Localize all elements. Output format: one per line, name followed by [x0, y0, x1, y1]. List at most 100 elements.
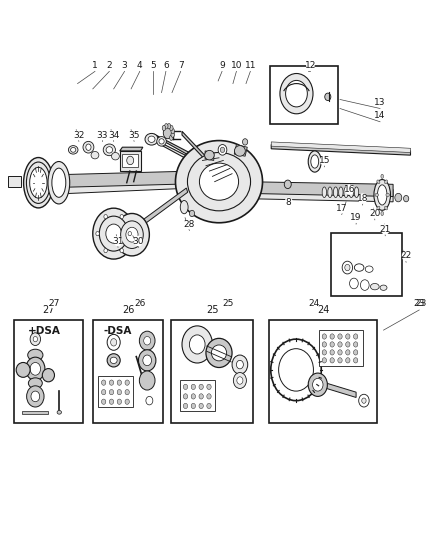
Ellipse shape — [386, 193, 389, 197]
Circle shape — [120, 248, 124, 253]
Circle shape — [402, 251, 410, 261]
Circle shape — [30, 333, 41, 345]
Ellipse shape — [71, 148, 76, 152]
Circle shape — [148, 60, 157, 70]
Text: 6: 6 — [163, 61, 169, 69]
Circle shape — [338, 334, 342, 339]
Ellipse shape — [378, 185, 387, 205]
Circle shape — [125, 380, 129, 385]
Circle shape — [139, 371, 155, 390]
Ellipse shape — [110, 357, 117, 364]
Polygon shape — [120, 147, 143, 151]
Ellipse shape — [187, 152, 251, 211]
Text: 35: 35 — [128, 131, 140, 140]
Ellipse shape — [16, 362, 30, 377]
Circle shape — [345, 264, 350, 271]
Circle shape — [127, 156, 134, 165]
Circle shape — [199, 384, 203, 390]
Circle shape — [189, 335, 205, 354]
Circle shape — [381, 224, 390, 235]
Text: 27: 27 — [49, 299, 60, 308]
Polygon shape — [132, 188, 187, 232]
Circle shape — [237, 377, 243, 384]
Text: 26: 26 — [134, 299, 145, 308]
Text: 22: 22 — [400, 252, 412, 261]
Circle shape — [284, 180, 291, 189]
Ellipse shape — [112, 152, 119, 160]
Ellipse shape — [385, 180, 388, 184]
Circle shape — [353, 350, 358, 355]
Ellipse shape — [339, 187, 343, 198]
Circle shape — [223, 298, 232, 309]
Text: 32: 32 — [73, 131, 85, 140]
Circle shape — [232, 60, 241, 70]
Bar — [1, 54, 437, 240]
Bar — [22, 411, 48, 415]
Circle shape — [220, 147, 225, 152]
Bar — [180, 381, 215, 411]
Circle shape — [111, 338, 117, 346]
Ellipse shape — [42, 368, 54, 382]
Circle shape — [330, 358, 334, 363]
Ellipse shape — [145, 133, 158, 145]
Circle shape — [353, 342, 358, 347]
Circle shape — [184, 394, 187, 399]
Circle shape — [117, 390, 121, 395]
Circle shape — [135, 298, 144, 309]
Circle shape — [120, 60, 129, 70]
Circle shape — [162, 60, 170, 70]
Circle shape — [330, 334, 334, 339]
Circle shape — [322, 342, 326, 347]
Circle shape — [110, 399, 114, 405]
Ellipse shape — [176, 141, 262, 223]
Circle shape — [125, 390, 129, 395]
Ellipse shape — [30, 167, 47, 198]
Ellipse shape — [205, 150, 214, 160]
Circle shape — [286, 80, 307, 107]
Text: 9: 9 — [219, 61, 225, 69]
Text: 31: 31 — [112, 237, 124, 246]
Circle shape — [346, 342, 350, 347]
Circle shape — [146, 397, 153, 405]
Ellipse shape — [381, 212, 384, 216]
Circle shape — [346, 350, 350, 355]
Circle shape — [191, 403, 195, 409]
Circle shape — [352, 213, 360, 223]
Circle shape — [207, 394, 211, 399]
Ellipse shape — [385, 206, 388, 210]
Circle shape — [27, 386, 44, 407]
Circle shape — [110, 390, 114, 395]
Circle shape — [106, 224, 121, 243]
Circle shape — [110, 130, 118, 140]
Circle shape — [184, 403, 187, 409]
Ellipse shape — [24, 158, 53, 208]
Ellipse shape — [26, 162, 50, 204]
Circle shape — [104, 248, 107, 253]
Circle shape — [320, 155, 328, 166]
Ellipse shape — [52, 168, 66, 197]
Text: 21: 21 — [380, 225, 391, 234]
Bar — [8, 176, 21, 187]
Bar — [93, 319, 163, 423]
Circle shape — [98, 130, 107, 140]
Circle shape — [114, 236, 122, 246]
Text: 14: 14 — [374, 111, 386, 120]
Circle shape — [110, 380, 114, 385]
Circle shape — [102, 380, 106, 385]
Circle shape — [306, 60, 315, 70]
Circle shape — [243, 139, 248, 145]
Text: -DSA: -DSA — [104, 326, 132, 336]
Text: 30: 30 — [133, 237, 144, 246]
Circle shape — [360, 280, 369, 290]
Circle shape — [279, 349, 314, 391]
Ellipse shape — [354, 187, 359, 198]
Circle shape — [104, 214, 107, 219]
Circle shape — [199, 394, 203, 399]
Polygon shape — [154, 139, 217, 175]
Text: 26: 26 — [122, 305, 134, 315]
Bar — [171, 319, 253, 423]
Text: 12: 12 — [305, 61, 316, 69]
Polygon shape — [36, 175, 193, 195]
Circle shape — [31, 391, 40, 402]
Text: 27: 27 — [42, 305, 55, 315]
